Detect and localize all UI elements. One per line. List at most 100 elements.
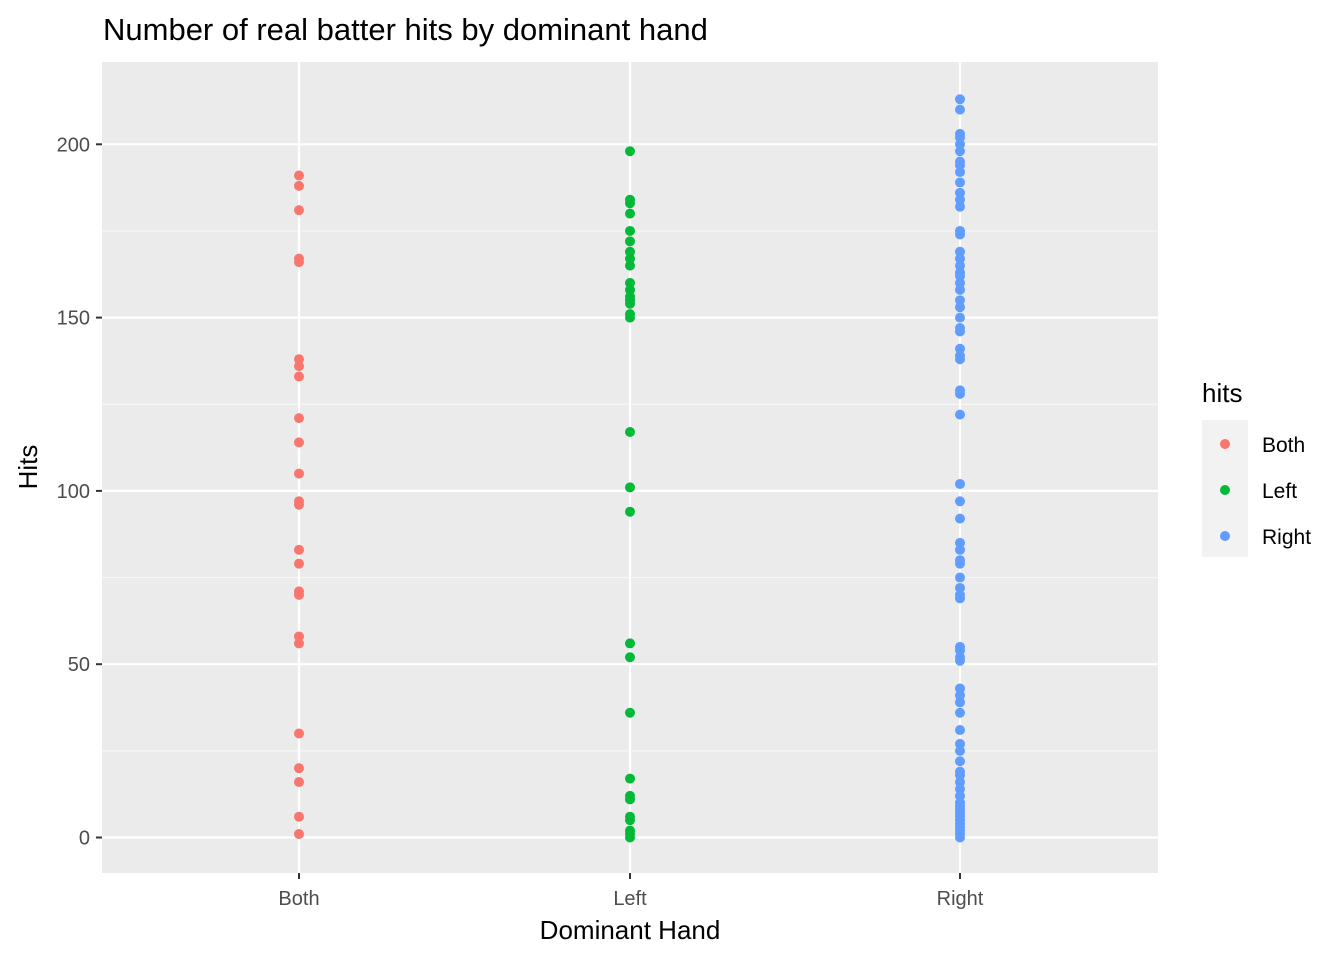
data-point-right: [955, 790, 965, 801]
data-point-left: [625, 773, 635, 784]
legend-label-right: Right: [1262, 526, 1311, 549]
data-point-right: [955, 284, 965, 295]
data-point-right: [955, 745, 965, 756]
data-point-right: [955, 690, 965, 701]
data-point-left: [625, 794, 635, 805]
data-point-left: [625, 832, 635, 843]
data-point-both: [294, 763, 304, 774]
data-point-left: [625, 298, 635, 309]
data-point-both: [294, 499, 304, 510]
data-point-left: [625, 146, 635, 157]
data-point-both: [294, 544, 304, 555]
data-point-right: [955, 558, 965, 569]
data-point-right: [955, 167, 965, 178]
data-point-right: [955, 277, 965, 288]
data-point-right: [955, 253, 965, 264]
data-point-right: [955, 354, 965, 365]
data-point-right: [955, 295, 965, 306]
data-point-right: [955, 756, 965, 767]
data-point-left: [625, 225, 635, 236]
data-point-right: [955, 312, 965, 323]
data-point-both: [294, 589, 304, 600]
data-point-both: [294, 811, 304, 822]
data-point-right: [955, 246, 965, 257]
data-point-right: [955, 655, 965, 666]
data-point-both: [294, 371, 304, 382]
data-point-right: [955, 201, 965, 212]
y-axis-ticks: 0 50 100 150 200: [57, 134, 102, 850]
data-point-both: [294, 829, 304, 840]
data-point-both: [294, 170, 304, 181]
y-tick-label: 200: [57, 134, 90, 156]
data-point-right: [955, 513, 965, 524]
data-point-right: [955, 783, 965, 794]
data-point-left: [625, 284, 635, 295]
data-point-right: [955, 738, 965, 749]
data-point-right: [955, 260, 965, 271]
data-point-right: [955, 777, 965, 788]
data-point-right: [955, 697, 965, 708]
data-point-left: [625, 652, 635, 663]
data-point-left: [625, 253, 635, 264]
y-tick-label: 150: [57, 308, 90, 330]
data-points: [294, 94, 965, 843]
data-point-right: [955, 593, 965, 604]
data-point-right: [955, 388, 965, 399]
data-point-left: [625, 815, 635, 826]
legend-key-both: [1220, 439, 1230, 449]
data-point-right: [955, 177, 965, 188]
data-point-left: [625, 208, 635, 219]
y-tick-label: 50: [68, 654, 90, 676]
legend-key-left: [1220, 485, 1230, 495]
data-point-both: [294, 777, 304, 788]
data-point-right: [955, 544, 965, 555]
legend: hits Both Left Right: [1202, 378, 1311, 557]
data-point-right: [955, 496, 965, 507]
x-tick-label: Left: [613, 888, 647, 910]
data-point-right: [955, 104, 965, 115]
data-point-right: [955, 645, 965, 656]
data-point-both: [294, 631, 304, 642]
data-point-right: [955, 770, 965, 781]
data-point-right: [955, 160, 965, 171]
data-point-both: [294, 468, 304, 479]
data-point-right: [955, 94, 965, 105]
data-point-right: [955, 271, 965, 282]
data-point-right: [955, 146, 965, 157]
data-point-right: [955, 582, 965, 593]
data-point-right: [955, 478, 965, 489]
data-point-right: [955, 832, 965, 843]
data-point-right: [955, 139, 965, 150]
data-point-left: [625, 638, 635, 649]
data-point-right: [955, 343, 965, 354]
y-tick-label: 0: [79, 828, 90, 850]
data-point-both: [294, 437, 304, 448]
legend-label-left: Left: [1262, 480, 1297, 503]
data-point-both: [294, 558, 304, 569]
y-tick-label: 100: [57, 481, 90, 503]
y-axis-title: Hits: [13, 445, 43, 490]
data-point-both: [294, 180, 304, 191]
x-tick-label: Right: [937, 888, 984, 910]
x-axis-ticks: Both Left Right: [278, 873, 984, 910]
data-point-right: [955, 132, 965, 143]
data-point-both: [294, 638, 304, 649]
chart-title: Number of real batter hits by dominant h…: [103, 12, 708, 47]
data-point-left: [625, 707, 635, 718]
data-point-both: [294, 354, 304, 365]
legend-title: hits: [1202, 378, 1242, 408]
data-point-both: [294, 361, 304, 372]
data-point-right: [955, 302, 965, 313]
data-point-right: [955, 409, 965, 420]
data-point-left: [625, 198, 635, 209]
legend-label-both: Both: [1262, 434, 1305, 457]
data-point-left: [625, 277, 635, 288]
data-point-left: [625, 506, 635, 517]
data-point-right: [955, 572, 965, 583]
legend-key-right: [1220, 531, 1230, 541]
x-tick-label: Both: [278, 888, 319, 910]
data-point-right: [955, 326, 965, 337]
data-point-left: [625, 312, 635, 323]
data-point-both: [294, 257, 304, 268]
